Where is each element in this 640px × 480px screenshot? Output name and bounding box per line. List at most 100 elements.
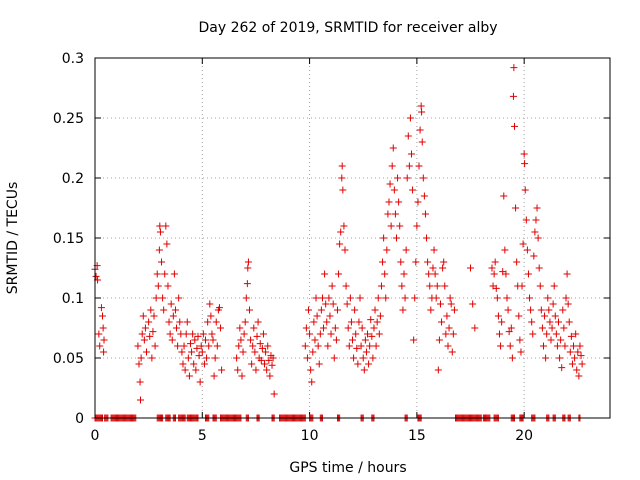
data-point	[558, 364, 566, 372]
data-point	[186, 340, 194, 348]
data-point	[517, 348, 525, 356]
data-point	[310, 318, 318, 326]
data-point	[534, 234, 542, 242]
data-point	[531, 228, 539, 236]
data-point	[577, 352, 585, 360]
data-point	[518, 282, 526, 290]
data-point	[308, 378, 316, 386]
data-point	[387, 222, 395, 230]
data-point	[140, 336, 148, 344]
data-point	[258, 344, 266, 352]
data-point	[311, 336, 319, 344]
data-point	[532, 216, 540, 224]
data-point	[544, 294, 552, 302]
data-point	[340, 222, 348, 230]
data-point	[512, 204, 520, 212]
data-point	[347, 318, 355, 326]
data-point	[205, 342, 213, 350]
data-point	[193, 344, 201, 352]
data-point	[543, 330, 551, 338]
data-point	[508, 354, 516, 362]
data-point	[505, 328, 513, 336]
data-point	[333, 306, 341, 314]
data-point	[162, 222, 170, 230]
data-point	[426, 282, 434, 290]
chart-title: Day 262 of 2019, SRMTID for receiver alb…	[198, 20, 497, 36]
data-point	[394, 174, 402, 182]
data-point	[367, 316, 375, 324]
data-point	[95, 330, 103, 338]
data-point	[238, 372, 246, 380]
data-point	[243, 280, 251, 288]
data-point	[380, 234, 388, 242]
x-tick-label: 0	[91, 428, 100, 444]
data-point	[365, 360, 373, 368]
data-point	[385, 198, 393, 206]
data-point	[526, 294, 534, 302]
data-point	[194, 332, 202, 340]
data-point	[237, 336, 245, 344]
y-tick-label: 0.2	[62, 171, 84, 187]
data-point	[520, 150, 528, 158]
data-point	[351, 306, 359, 314]
data-point	[209, 336, 217, 344]
data-point	[533, 204, 541, 212]
data-point	[100, 336, 108, 344]
data-point	[349, 336, 356, 344]
x-axis-title: GPS time / hours	[289, 460, 406, 476]
data-point	[352, 330, 360, 338]
data-point	[200, 360, 208, 368]
data-point	[510, 64, 518, 72]
data-point	[244, 264, 252, 272]
data-point	[575, 372, 583, 380]
data-point	[495, 330, 503, 338]
data-point	[239, 348, 247, 356]
data-point	[383, 246, 391, 254]
data-point	[416, 126, 424, 134]
data-point	[409, 186, 417, 194]
data-point	[438, 318, 446, 326]
data-point	[160, 306, 168, 314]
data-point	[418, 138, 426, 146]
data-point	[535, 264, 543, 272]
data-point	[444, 342, 452, 350]
data-point	[198, 348, 206, 356]
data-point	[371, 306, 379, 314]
data-point	[414, 198, 422, 206]
data-point	[440, 258, 448, 266]
data-point	[250, 324, 258, 332]
data-point	[215, 304, 223, 312]
data-point	[343, 300, 351, 308]
data-point	[236, 324, 244, 332]
data-point	[450, 306, 458, 314]
data-point	[326, 312, 334, 320]
data-point	[341, 246, 349, 254]
data-point	[522, 216, 530, 224]
data-point	[515, 312, 523, 320]
data-point	[337, 228, 345, 236]
data-point	[469, 300, 477, 308]
data-point	[572, 330, 580, 338]
y-tick-label: 0.1	[62, 291, 84, 307]
data-point	[178, 348, 186, 356]
data-point	[306, 330, 314, 338]
data-point	[248, 360, 256, 368]
data-point	[400, 270, 408, 278]
data-point	[210, 372, 218, 380]
data-point	[154, 282, 162, 290]
data-point	[100, 348, 108, 356]
axis-ticks	[94, 57, 610, 419]
data-point	[401, 294, 409, 302]
data-point	[404, 132, 412, 140]
data-point	[249, 342, 257, 350]
data-point	[471, 324, 479, 332]
data-point	[494, 312, 502, 320]
data-point	[307, 366, 315, 374]
data-point	[501, 246, 509, 254]
data-point	[435, 336, 443, 344]
data-point	[321, 270, 329, 278]
data-point	[234, 366, 242, 374]
y-tick-label: 0.3	[62, 51, 84, 67]
data-point	[149, 328, 157, 336]
data-point	[424, 258, 432, 266]
